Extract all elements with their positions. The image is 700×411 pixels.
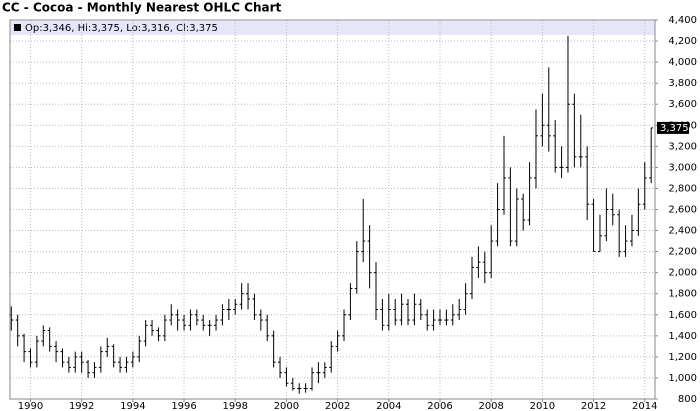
y-tick-label: 2,000 <box>668 268 697 279</box>
x-tick-label: 2008 <box>478 401 503 411</box>
y-tick-label: 2,400 <box>668 226 697 237</box>
y-tick-label: 2,800 <box>668 183 697 194</box>
y-tick-label: 4,000 <box>668 57 697 68</box>
x-tick-label: 1996 <box>171 401 196 411</box>
last-price-label: 3,375 <box>660 123 689 134</box>
chart-title: CC - Cocoa - Monthly Nearest OHLC Chart <box>2 1 282 15</box>
y-tick-label: 1,800 <box>668 289 697 300</box>
x-tick-label: 2006 <box>427 401 452 411</box>
y-tick-label: 2,600 <box>668 205 697 216</box>
legend-swatch <box>14 24 21 31</box>
x-tick-label: 2012 <box>581 401 606 411</box>
plot: 800 1,000 1,200 1,400 1,600 1,800 2,000 2,200 2,… <box>9 15 697 411</box>
y-tick-label: 800 <box>678 394 697 405</box>
y-tick-label: 1,400 <box>668 331 697 342</box>
x-tick-label: 1990 <box>18 401 43 411</box>
legend-text: Op:3,346, Hi:3,375, Lo:3,316, Cl:3,375 <box>25 23 218 34</box>
y-tick-label: 2,200 <box>668 247 697 258</box>
y-tick-label: 3,600 <box>668 99 697 110</box>
y-tick-label: 4,200 <box>668 36 697 47</box>
y-tick-label: 3,800 <box>668 78 697 89</box>
y-tick-label: 4,400 <box>668 15 697 26</box>
legend-band <box>10 21 655 35</box>
y-tick-label: 3,200 <box>668 141 697 152</box>
y-tick-label: 1,200 <box>668 352 697 363</box>
y-tick-label: 1,600 <box>668 310 697 321</box>
x-tick-label: 2010 <box>530 401 555 411</box>
x-tick-label: 1992 <box>69 401 94 411</box>
x-tick-label: 2000 <box>274 401 299 411</box>
x-tick-label: 1998 <box>223 401 248 411</box>
x-tick-label: 1994 <box>120 401 145 411</box>
y-tick-label: 1,000 <box>668 373 697 384</box>
last-price-box <box>657 121 689 134</box>
y-tick-label: 3,000 <box>668 162 697 173</box>
x-tick-label: 2004 <box>376 401 401 411</box>
x-tick-label: 2002 <box>325 401 350 411</box>
plot-frame <box>9 19 656 400</box>
x-tick-label: 2014 <box>632 401 657 411</box>
